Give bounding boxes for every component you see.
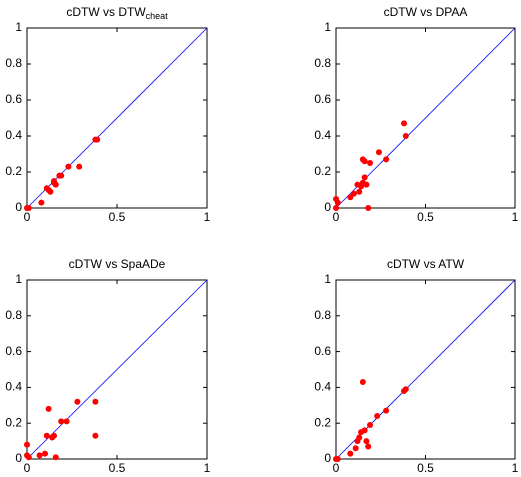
y-tick-label: 1	[324, 272, 331, 286]
point	[356, 434, 363, 441]
y-tick-label: 0	[324, 451, 331, 465]
subplot: cDTW vs ATW 0 0.5 1 0 0.2 0.4 0.6 0.8 1	[314, 257, 518, 475]
point	[58, 418, 65, 425]
title-text: cDTW vs DPAA	[384, 5, 468, 19]
y-tick-label: 0.2	[314, 415, 331, 429]
point	[367, 421, 374, 428]
point	[51, 432, 57, 439]
x-tick-label: 1	[204, 210, 211, 224]
point	[402, 386, 409, 393]
point	[36, 452, 43, 459]
y-tick-label: 0.4	[314, 380, 331, 394]
title-text: cDTW vs ATW	[387, 257, 465, 271]
point	[42, 450, 48, 457]
point	[374, 413, 381, 420]
x-tick-label: 0	[333, 461, 340, 475]
y-tick-label: 0	[15, 451, 22, 465]
x-tick-label: 0.5	[417, 461, 434, 475]
y-tick-label: 0.6	[5, 344, 22, 358]
point	[361, 174, 368, 181]
y-tick-label: 0.4	[5, 380, 22, 394]
point	[45, 405, 52, 412]
y-tick-label: 0.8	[5, 308, 22, 322]
point	[361, 158, 368, 165]
chart-title: cDTW vs SpaADe	[69, 257, 166, 271]
point	[58, 172, 65, 179]
point	[402, 133, 409, 139]
y-tick-label: 0.4	[5, 128, 22, 142]
chart-title: cDTW vs DPAA	[384, 5, 468, 19]
point	[25, 454, 32, 461]
point	[359, 179, 366, 186]
point	[92, 432, 99, 439]
point	[74, 398, 81, 405]
y-tick-label: 0	[15, 200, 22, 214]
point	[92, 398, 99, 405]
x-tick-label: 0.5	[417, 210, 434, 224]
subplot: cDTW vs SpaADe 0 0.5 1 0 0.2 0.4 0.6 0.8 1	[5, 257, 210, 475]
point	[52, 181, 59, 188]
point	[361, 427, 368, 434]
title-text: cDTW vs DTW	[66, 5, 146, 19]
point	[333, 205, 339, 211]
chart-title: cDTW vs ATW	[387, 257, 465, 271]
chart-title: cDTW vs DTWcheat	[66, 5, 168, 21]
point	[401, 120, 408, 127]
y-tick-label: 0.8	[314, 308, 331, 322]
point	[365, 205, 372, 211]
y-tick-label: 0.8	[5, 56, 22, 70]
diagonal	[26, 27, 208, 209]
y-tick-label: 0.8	[314, 56, 331, 70]
x-tick-label: 0.5	[109, 461, 126, 475]
title-subscript: cheat	[146, 11, 169, 21]
x-tick-label: 0	[333, 210, 340, 224]
subplot: cDTW vs DPAA 0 0.5 1 0 0.2 0.4 0.6 0.8 1	[314, 5, 518, 224]
diagonal	[26, 279, 208, 460]
title-text: cDTW vs SpaADe	[69, 257, 166, 271]
y-tick-label: 0.4	[314, 128, 331, 142]
x-tick-label: 0.5	[109, 210, 126, 224]
point	[76, 163, 83, 170]
point	[365, 443, 372, 450]
point	[375, 149, 382, 156]
y-tick-label: 0.6	[5, 92, 22, 106]
point	[350, 190, 357, 197]
point	[63, 418, 70, 425]
x-tick-label: 1	[512, 461, 519, 475]
point	[352, 445, 359, 452]
point	[347, 450, 354, 457]
point	[25, 205, 32, 211]
point	[38, 199, 45, 206]
x-tick-label: 1	[512, 210, 519, 224]
y-tick-label: 0	[324, 200, 331, 214]
point	[65, 163, 72, 170]
point	[367, 160, 374, 166]
y-tick-label: 1	[324, 20, 331, 34]
point	[24, 441, 30, 448]
point	[383, 407, 390, 414]
y-tick-label: 0.2	[5, 415, 22, 429]
point	[334, 199, 341, 206]
x-tick-label: 1	[204, 461, 211, 475]
y-tick-label: 1	[15, 20, 22, 34]
y-tick-label: 1	[15, 272, 22, 286]
y-tick-label: 0.6	[314, 344, 331, 358]
x-tick-label: 0	[24, 210, 31, 224]
y-tick-label: 0.2	[314, 164, 331, 178]
point	[94, 136, 101, 143]
point	[359, 379, 366, 386]
subplot: cDTW vs DTWcheat 0 0.5 1 0 0.2 0.4 0.6 0.8 1	[5, 5, 210, 224]
x-tick-label: 0	[24, 461, 31, 475]
point	[363, 438, 370, 445]
point	[334, 456, 341, 462]
point	[383, 156, 390, 163]
point	[47, 188, 54, 195]
point	[52, 454, 59, 461]
y-tick-label: 0.2	[5, 164, 22, 178]
point	[356, 188, 363, 195]
point	[43, 432, 50, 439]
y-tick-label: 0.6	[314, 92, 331, 106]
